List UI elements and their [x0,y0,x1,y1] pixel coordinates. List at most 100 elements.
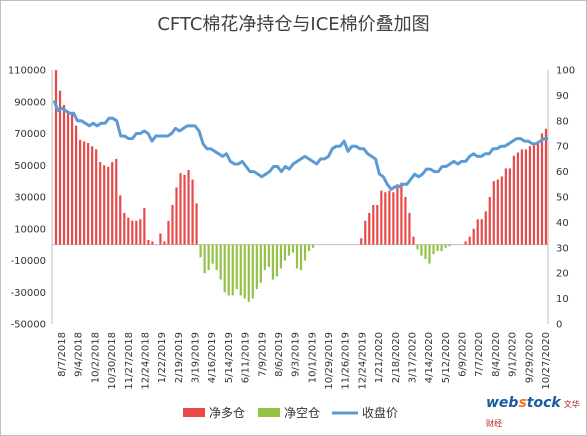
net-short-bar [299,244,303,271]
x-tick-label: 5/12/2020 [441,332,452,383]
net-short-bar [247,244,250,302]
net-long-bar [464,241,467,245]
net-long-bar [496,179,499,245]
x-tick-label: 2/18/2020 [391,332,402,383]
net-short-bar [243,244,246,299]
right-tick-label: 100 [556,66,575,77]
net-long-bar [171,204,174,245]
net-long-bar [528,146,532,245]
net-short-bar [259,244,262,283]
net-long-bar [127,217,130,245]
legend-net-short-swatch [258,408,280,417]
net-short-bar [287,244,291,256]
net-long-bar [115,158,118,245]
net-short-bar [239,244,242,296]
net-short-bar [448,244,451,247]
net-long-bar [392,192,395,245]
legend-close-price-label: 收盘价 [362,405,398,420]
net-long-bar [139,219,142,245]
x-tick-label: 9/1/2020 [508,332,519,377]
net-short-bar [255,244,258,290]
net-long-bar [91,146,94,245]
net-long-bar [123,212,126,245]
net-long-bar [404,197,407,245]
x-tick-label: 9/29/2020 [524,332,535,383]
net-short-bar [424,244,427,259]
net-long-bar [488,197,491,245]
net-short-bar [231,244,234,296]
right-tick-label: 60 [556,167,569,178]
net-short-bar [444,244,447,248]
net-short-bar [283,244,287,261]
x-tick-label: 12/24/2019 [357,332,368,390]
net-long-bar [159,233,162,245]
bars [54,70,548,302]
net-long-bar [384,192,387,245]
net-long-bar [131,220,134,245]
x-tick-label: 12/24/2018 [140,332,151,390]
x-tick-label: 10/1/2019 [307,332,318,383]
left-tick-label: 30000 [14,193,46,204]
net-long-bar [62,104,66,245]
net-long-bar [183,174,186,245]
axes [51,70,549,324]
right-tick-label: 40 [556,218,569,229]
net-short-bar [235,244,238,290]
net-long-bar [143,208,146,245]
x-tick-label: 9/4/2018 [74,332,85,377]
net-short-bar [219,244,222,280]
net-long-bar [544,128,548,245]
net-short-bar [416,244,419,250]
net-long-bar [472,228,475,245]
net-long-bar [468,236,471,245]
left-tick-label: 90000 [14,97,46,108]
right-tick-label: 20 [556,269,569,280]
net-long-bar [187,170,190,245]
net-short-bar [295,244,299,269]
net-long-bar [508,168,511,245]
net-long-bar [532,144,536,245]
logo-brand: webstock [486,395,561,411]
legend-net-long-label: 净多仓 [209,406,245,420]
net-long-bar [364,220,367,245]
net-long-bar [476,219,479,245]
legend-net-long-swatch [183,408,205,417]
net-long-bar [396,184,399,245]
net-long-bar [376,204,379,245]
webstock-logo: webstock 文华财经 [486,392,582,428]
net-long-bar [360,238,363,245]
net-long-bar [191,179,194,245]
x-tick-label: 8/7/2018 [57,332,68,377]
net-long-bar [95,149,98,245]
net-short-bar [251,244,254,299]
net-short-bar [279,244,283,269]
x-tick-label: 1/21/2020 [374,332,385,383]
net-long-bar [70,114,74,245]
x-tick-label: 7/9/2019 [257,332,268,377]
net-short-bar [263,244,266,271]
net-short-bar [436,244,439,251]
net-long-bar [536,141,540,245]
net-long-bar [66,111,70,245]
net-long-bar [167,220,170,245]
right-tick-label: 0 [556,320,562,331]
x-tick-label: 1/22/2019 [157,332,168,383]
left-tick-label: 110000 [8,66,46,77]
x-tick-label: 6/9/2020 [458,332,469,377]
x-tick-label: 8/6/2019 [274,332,285,377]
net-short-bar [223,244,226,293]
net-long-bar [99,162,102,245]
net-long-bar [368,212,371,245]
legend-net-short-label: 净空仓 [284,406,320,420]
net-short-bar [275,244,279,277]
net-long-bar [540,133,544,245]
left-tick-label: -50000 [11,320,46,331]
net-long-bar [524,149,528,245]
net-long-bar [74,125,78,245]
x-tick-label: 11/27/2018 [124,332,135,390]
x-tick-label: 10/2/2018 [90,332,101,383]
net-long-bar [111,162,114,245]
left-tick-label: -10000 [11,256,46,267]
right-tick-label: 80 [556,116,569,127]
net-long-bar [400,182,403,245]
